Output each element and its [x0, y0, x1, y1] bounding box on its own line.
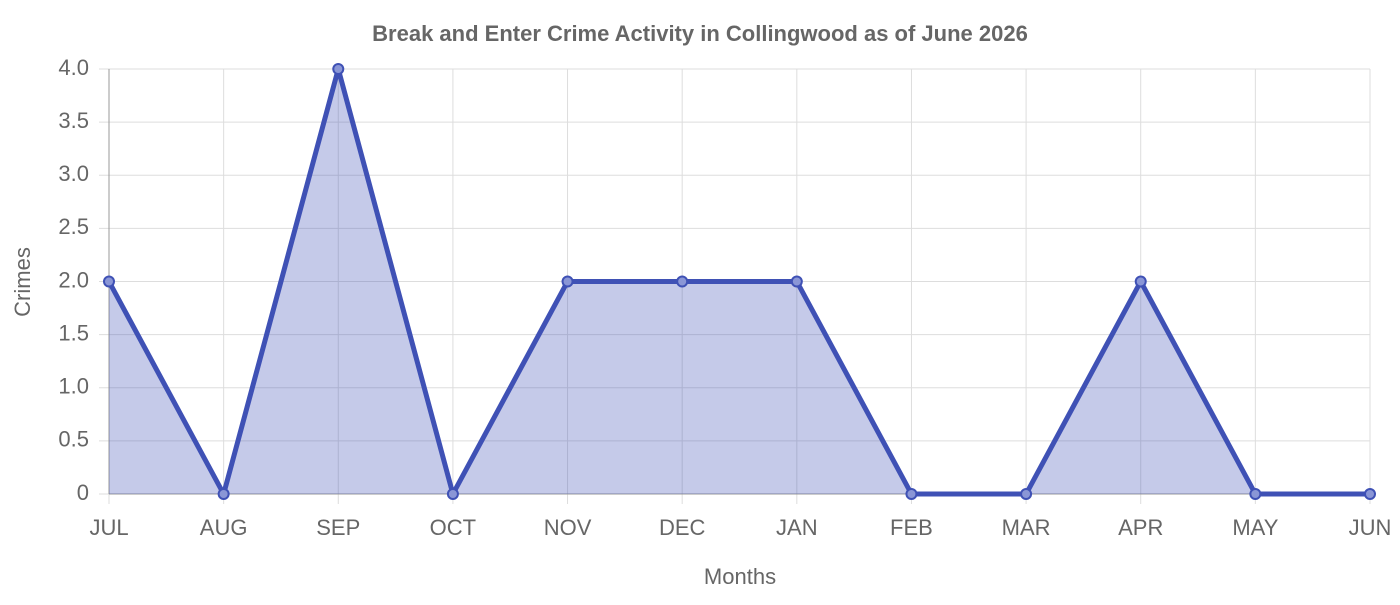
x-tick-label: NOV — [544, 515, 592, 540]
x-tick-label: JUL — [89, 515, 128, 540]
y-tick-label: 3.5 — [58, 108, 89, 133]
y-tick-label: 1.0 — [58, 374, 89, 399]
y-tick-label: 2.5 — [58, 214, 89, 239]
y-tick-label: 2.0 — [58, 267, 89, 292]
point — [1249, 488, 1262, 500]
x-tick-label: APR — [1118, 515, 1163, 540]
x-axis-title: Months — [704, 564, 776, 589]
x-tick-label: MAY — [1232, 515, 1278, 540]
point — [1364, 488, 1376, 500]
x-tick-label: FEB — [890, 515, 933, 540]
y-axis-title: Crimes — [10, 247, 35, 317]
y-tick-label: 3.0 — [58, 161, 89, 186]
x-tick-label: OCT — [430, 515, 476, 540]
y-tick-label: 0.5 — [58, 427, 89, 452]
x-tick-label: DEC — [659, 515, 706, 540]
point — [1020, 488, 1033, 500]
x-tick-label: JUN — [1349, 515, 1392, 540]
point — [676, 275, 689, 288]
point — [332, 63, 345, 75]
point — [217, 488, 230, 500]
point — [1134, 275, 1147, 288]
x-tick-label: MAR — [1002, 515, 1051, 540]
chart-title: Break and Enter Crime Activity in Collin… — [372, 21, 1028, 46]
y-tick-label: 0 — [77, 480, 89, 505]
x-tick-label: AUG — [200, 515, 248, 540]
point — [905, 488, 918, 500]
y-tick-label: 4.0 — [58, 55, 89, 80]
point — [561, 275, 574, 288]
point — [446, 488, 459, 500]
point — [790, 275, 803, 288]
y-tick-label: 1.5 — [58, 320, 89, 345]
x-tick-label: JAN — [776, 515, 818, 540]
point — [103, 275, 115, 288]
x-tick-label: SEP — [316, 515, 360, 540]
line — [106, 66, 1370, 497]
